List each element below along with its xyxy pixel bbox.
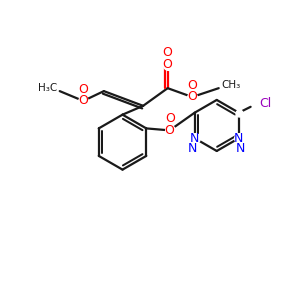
Text: O: O [166, 112, 176, 125]
Text: O: O [78, 94, 88, 107]
Text: H₃C: H₃C [38, 83, 57, 93]
Text: CH₃: CH₃ [222, 80, 241, 90]
Text: N: N [234, 132, 244, 145]
Text: O: O [163, 58, 172, 71]
Text: O: O [78, 83, 88, 96]
Text: O: O [187, 79, 197, 92]
Text: O: O [187, 91, 197, 103]
Text: N: N [188, 142, 197, 155]
Text: O: O [165, 124, 175, 137]
Text: Cl: Cl [260, 98, 272, 110]
Text: N: N [236, 142, 245, 155]
Text: O: O [163, 46, 172, 59]
Text: N: N [190, 132, 199, 145]
